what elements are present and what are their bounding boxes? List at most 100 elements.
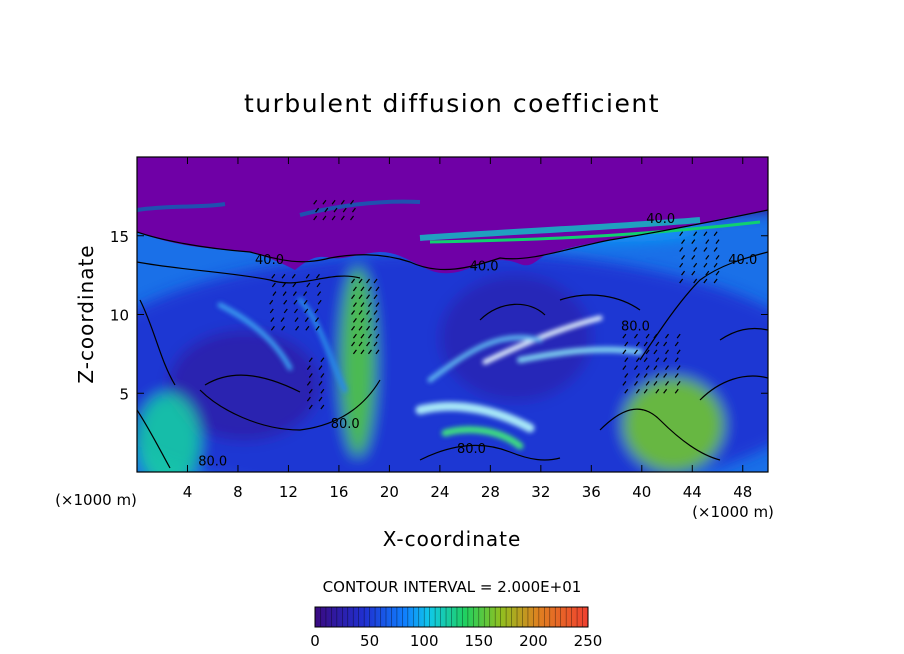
hatch-4 — [340, 215, 345, 221]
hatch-3 — [320, 404, 325, 410]
hatch-5 — [703, 278, 708, 284]
hatch-1 — [351, 278, 356, 284]
hatch-5 — [713, 247, 718, 252]
colorbar-tick-label-4: 200 — [519, 632, 548, 650]
hatch-2 — [653, 349, 658, 355]
contour-interval-label: CONTOUR INTERVAL = 2.000E+01 — [323, 578, 582, 596]
x-tick-label-0: 4 — [183, 483, 193, 501]
x-axis-ticks: 4 8 12 16 20 24 28 32 36 40 44 48 — [183, 157, 752, 501]
hatch-2 — [676, 381, 681, 386]
hatch-2 — [674, 341, 679, 347]
hatch-0 — [293, 299, 298, 305]
hatch-3 — [308, 404, 313, 410]
hatch-1 — [373, 294, 378, 300]
hatch-2 — [663, 357, 668, 363]
x-tick-label-6: 28 — [481, 483, 500, 501]
hatch-2 — [645, 365, 650, 370]
x-tick-label-2: 12 — [279, 483, 298, 501]
hatch-1 — [367, 318, 372, 323]
x-tick-label-3: 16 — [329, 483, 348, 501]
hatch-1 — [360, 333, 365, 339]
hatch-0 — [295, 325, 300, 331]
hatch-2 — [663, 373, 668, 378]
x-tick-label-1: 8 — [233, 483, 243, 501]
hatch-5 — [693, 278, 698, 284]
hatch-1 — [358, 278, 363, 284]
hatch-2 — [676, 349, 681, 355]
hatch-5 — [703, 262, 708, 268]
hatch-1 — [360, 349, 365, 355]
hatch-2 — [635, 388, 640, 394]
hatch-0 — [303, 299, 308, 305]
hatch-5 — [679, 278, 684, 284]
hatch-2 — [663, 341, 668, 347]
hatch-0 — [305, 273, 310, 279]
hatch-5 — [713, 231, 718, 237]
hatch-2 — [624, 341, 629, 347]
x-tick-label-10: 44 — [683, 483, 702, 501]
hatch-4 — [322, 199, 327, 205]
contour-label-1: 40.0 — [470, 259, 499, 274]
hatch-2 — [635, 373, 640, 378]
hatch-1 — [367, 333, 372, 339]
x-tick-label-11: 48 — [733, 483, 752, 501]
field-blob-6 — [137, 393, 201, 472]
hatch-0 — [294, 317, 299, 322]
hatch-1 — [352, 333, 357, 339]
x-unit-left: (×1000 m) — [55, 491, 137, 509]
hatch-0 — [281, 325, 286, 331]
hatch-4 — [350, 215, 355, 221]
hatch-0 — [270, 325, 275, 331]
hatch-5 — [713, 262, 718, 268]
hatch-5 — [715, 270, 720, 276]
hatch-1 — [358, 341, 363, 347]
hatch-2 — [643, 373, 648, 378]
hatch-1 — [351, 294, 356, 300]
x-tick-label-9: 40 — [632, 483, 651, 501]
hatch-2 — [624, 357, 629, 363]
colorbar: 0 50 100 150 200 250 — [310, 606, 602, 650]
hatch-0 — [282, 282, 287, 288]
hatch-5 — [681, 255, 686, 260]
hatch-2 — [634, 349, 638, 355]
hatch-1 — [367, 349, 372, 355]
hatch-2 — [622, 381, 627, 386]
hatch-0 — [283, 308, 288, 314]
hatch-1 — [375, 318, 380, 323]
x-axis-label: X-coordinate — [383, 527, 522, 551]
hatch-5 — [703, 247, 708, 252]
hatch-2 — [655, 388, 660, 394]
hatch-5 — [679, 247, 684, 252]
hatch-4 — [351, 207, 356, 213]
hatch-1 — [360, 318, 365, 323]
hatch-2 — [665, 349, 670, 355]
hatch-4 — [313, 215, 318, 221]
hatch-5 — [679, 262, 684, 268]
contour-label-4: 80.0 — [621, 319, 650, 334]
hatch-1 — [375, 302, 380, 307]
hatch-1 — [352, 302, 357, 307]
hatch-5 — [679, 231, 684, 237]
hatch-4 — [333, 207, 338, 213]
hatch-2 — [634, 333, 638, 339]
hatch-1 — [351, 310, 356, 315]
hatch-1 — [360, 286, 365, 292]
x-tick-label-4: 20 — [380, 483, 399, 501]
hatch-4 — [331, 199, 336, 205]
contour-lines — [137, 209, 768, 469]
hatch-3 — [320, 388, 325, 394]
contour-label-2: 40.0 — [646, 212, 675, 227]
heatmap-field: 40.0 40.0 40.0 40.0 80.0 80.0 80.0 80.0 — [137, 157, 768, 472]
hatch-0 — [281, 273, 286, 279]
contour-label-0: 40.0 — [255, 253, 284, 268]
hatch-0 — [304, 317, 309, 322]
hatch-0 — [292, 291, 297, 296]
hatch-0 — [306, 282, 311, 288]
hatch-0 — [304, 308, 309, 314]
hatch-0 — [291, 273, 296, 279]
hatch-2 — [635, 341, 640, 347]
hatch-3 — [318, 381, 323, 386]
hatch-0 — [272, 291, 277, 296]
hatch-4 — [331, 215, 336, 221]
hatch-0 — [317, 299, 322, 305]
